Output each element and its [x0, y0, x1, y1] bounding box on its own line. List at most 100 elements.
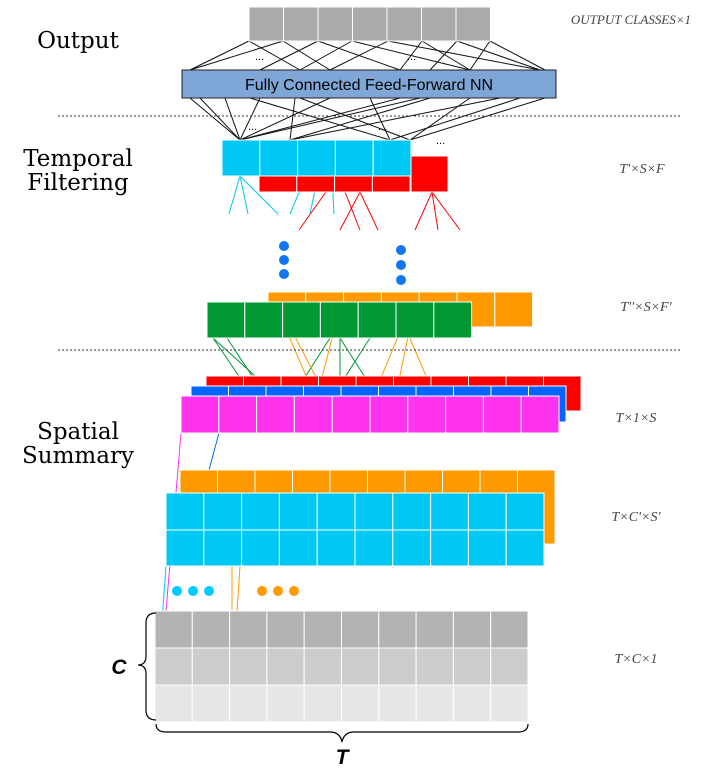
ellipsis-fc-middle: ...	[378, 121, 387, 133]
input-row-middle-cell	[266, 647, 305, 686]
temporal2-green-row-cell	[395, 301, 435, 339]
dim-label-spatial2: T×C'×S'	[611, 510, 661, 525]
input-row-bottom-cell	[415, 684, 454, 723]
fc-temporal-line	[239, 97, 421, 141]
output-fc-line	[248, 40, 301, 71]
temporal2-green-row-cell	[206, 301, 246, 339]
spatial-magenta-row	[180, 395, 560, 434]
spatial2-cyan-row-bottom-cell	[354, 529, 394, 567]
section-label-filtering: Filtering	[27, 170, 129, 196]
input-row-top-cell	[154, 610, 193, 649]
spatial-magenta-row-cell	[293, 395, 333, 434]
temporal2-orange-row-cell	[494, 291, 534, 328]
fc-temporal-line	[224, 97, 241, 141]
temporal2-green-row-cell	[357, 301, 397, 339]
output-fc-line	[469, 40, 491, 71]
output-fc-line	[429, 40, 458, 71]
fc-layer-box	[181, 69, 557, 99]
temporal-cyan-line	[239, 175, 279, 215]
output-fc-line	[282, 40, 331, 71]
fc-layer-label: Fully Connected Feed-Forward NN	[245, 77, 493, 94]
channels-brace	[137, 612, 157, 721]
spatial-magenta-row-cell	[482, 395, 522, 434]
temporal2-green-row	[206, 301, 473, 339]
fc-temporal-line	[369, 97, 391, 141]
temporal-cyan-row-cell	[259, 139, 299, 177]
fc-temporal-line	[409, 97, 471, 141]
temporal-cyan-row-cell	[372, 139, 412, 177]
spatial-magenta-row-cell	[407, 395, 447, 434]
fc-temporal-line	[199, 97, 241, 141]
fc-temporal-line	[189, 97, 241, 141]
temporal-red-line	[431, 191, 461, 231]
output-fc-line	[259, 40, 319, 71]
ellipsis-fc-right: ...	[436, 135, 445, 147]
temporal-red-line	[344, 191, 361, 231]
section-label-temporal: Temporal	[23, 146, 133, 172]
input-row-middle-cell	[229, 647, 268, 686]
input-row-middle-cell	[378, 647, 417, 686]
input-row-bottom-cell	[452, 684, 492, 723]
spatial2-cyan-row-bottom-cell	[505, 529, 545, 567]
fc-temporal-line	[389, 97, 521, 141]
temporal2-green-row-cell	[244, 301, 284, 339]
spatial2-cyan-row-bottom-cell	[392, 529, 432, 567]
ellipsis-dot-cyan	[172, 586, 182, 596]
input-row-top	[154, 610, 529, 649]
output-fc-line	[456, 40, 541, 71]
ellipsis-dot-blue	[279, 269, 289, 279]
spatial2-cyan-row-bottom-cell	[241, 529, 280, 567]
output-fc-line	[421, 40, 471, 71]
spatial2-cyan-row-top-cell	[165, 492, 205, 531]
temporal-cyan-row-cell	[297, 139, 336, 177]
ellipsis-dot-blue	[279, 241, 289, 251]
fully-connected-layer: Fully Connected Feed-Forward NN	[181, 69, 557, 99]
dim-label-spatial: T×1×S	[616, 411, 657, 426]
spatial-magenta-row-cell	[256, 395, 295, 434]
temporal-red-line	[298, 191, 327, 231]
ellipsis-fc-left: ...	[248, 121, 257, 133]
output-fc-line	[189, 40, 284, 71]
temporal-red-line	[414, 191, 433, 231]
input-row-top-cell	[229, 610, 268, 649]
axis-label-time: T	[336, 746, 351, 769]
spatial2-cyan-row-bottom-cell	[467, 529, 507, 567]
input-row-bottom-cell	[229, 684, 268, 723]
temporal-red-row-tail	[410, 155, 449, 193]
input-row-bottom-cell	[490, 684, 529, 723]
spatial2-cyan-row-top-cell	[241, 492, 280, 531]
dim-label-input: T×C×1	[614, 652, 657, 667]
ellipsis-dot-blue	[396, 245, 406, 255]
fc-temporal-line	[409, 97, 546, 141]
temporal2-green-row-cell	[319, 301, 359, 339]
fc-temporal-line	[299, 97, 411, 141]
spatial-magenta-row-cell	[520, 395, 560, 434]
input-row-middle-cell	[303, 647, 343, 686]
input-row-bottom-cell	[154, 684, 193, 723]
input-row-top-cell	[415, 610, 454, 649]
temporal-cyan-row-cell	[221, 139, 261, 177]
output-fc-line	[329, 40, 389, 71]
connection-lines	[154, 40, 546, 719]
output-classes-row-cell	[352, 6, 388, 42]
spatial-blue-line	[208, 432, 220, 471]
input-row-bottom-cell	[341, 684, 380, 723]
fc-temporal-line	[239, 97, 261, 141]
temporal-cyan-row	[221, 139, 412, 177]
temporal-cyan-row-cell	[334, 139, 374, 177]
section-label-output: Output	[37, 28, 119, 54]
output-fc-line	[489, 40, 546, 71]
temporal-cyan-line	[239, 175, 249, 215]
spatial-magenta-row-cell	[331, 395, 371, 434]
input-row-bottom-cell	[191, 684, 231, 723]
spatial2-cyan-row-top-cell	[278, 492, 318, 531]
fc-temporal-line	[289, 97, 501, 141]
ellipsis-dot-blue	[396, 260, 406, 270]
output-classes-row-cell	[248, 6, 284, 42]
output-classes-row-cell	[421, 6, 457, 42]
temporal-red-line	[339, 191, 361, 231]
input-row-top-cell	[490, 610, 529, 649]
spatial-magenta-row-cell	[180, 395, 220, 434]
output-classes-row-cell	[386, 6, 422, 42]
